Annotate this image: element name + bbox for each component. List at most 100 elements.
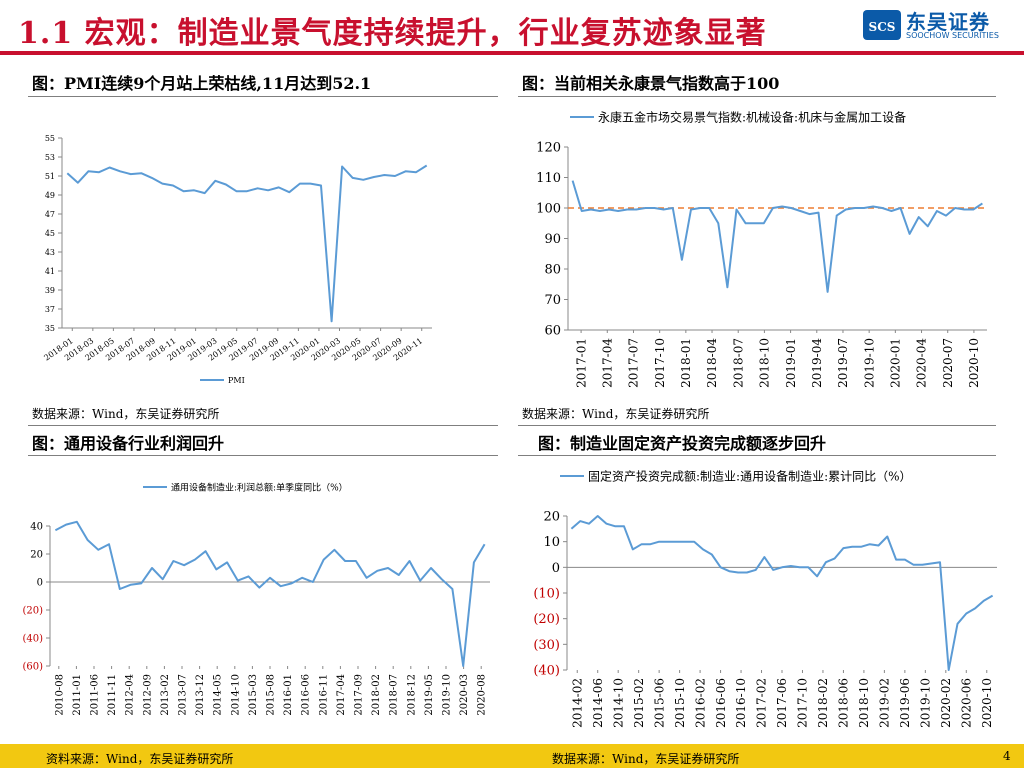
x-tick-label: 2019-10 [919,678,933,728]
x-tick-label: 2018-07 [731,338,745,388]
y-tick-label: 0 [552,561,560,576]
x-tick-label: 2017-10 [653,338,667,388]
x-tick-label: 2011-11 [107,674,118,716]
series-line [54,520,486,667]
x-tick-label: 2012-09 [142,674,153,716]
x-tick-label: 2020-10 [980,678,994,728]
x-tick-label: 2018-10 [857,678,871,728]
profit-line-chart: (60) (40) (20) 0 20 40 2010-08 2011-01 2011-06 20… [22,481,490,716]
x-tick-label: 2018-01 [679,338,693,388]
x-tick-label: 2019-01 [784,338,798,388]
x-tick-label: 2011-01 [72,674,83,716]
x-tick-label: 2018-06 [837,678,851,728]
x-tick-label: 2018-10 [758,338,772,388]
x-tick-label: 2019-04 [810,338,824,388]
panel1-title: 图：PMI连续9个月站上荣枯线,11月达到52.1 [32,74,372,93]
x-tick-label: 2018-02 [371,674,382,716]
x-tick-label: 2019-05 [424,674,435,716]
panel2-title-rule [518,96,996,97]
x-tick-label: 2017-09 [354,674,365,716]
x-tick-label: 2014-10 [611,678,625,728]
footer-left-source: 资料来源：Wind，东吴证券研究所 [46,752,234,766]
header-divider [0,51,1024,55]
x-tick-label: 2019-02 [878,678,892,728]
panel4-title-rule [518,455,996,456]
x-tick-label: 2010-08 [54,674,65,716]
y-tick-label: (20) [533,612,560,627]
x-tick-label: 2015-02 [632,678,646,728]
x-tick-label: 2019-10 [862,338,876,388]
legend-label: 固定资产投资完成额:制造业:通用设备制造业:累计同比（%） [588,469,912,484]
x-tick-label: 2017-07 [627,338,641,388]
panel2-source: 数据来源：Wind，东吴证券研究所 [522,407,710,421]
x-tick-label: 2018-12 [406,674,417,716]
x-tick-label: 2020-08 [477,674,488,716]
y-tick-label: (40) [22,634,43,645]
x-tick-label: 2018-07 [389,674,400,716]
x-tick-label: 2017-10 [796,678,810,728]
panel1-bottom-rule [28,425,498,426]
panel2-bottom-rule [518,425,996,426]
company-logo: SCS [863,10,901,40]
yongkang-index-line-chart: 60 70 80 90 100 110 120 2017-01 2017-04 2017-07 20… [536,110,987,388]
x-tick-label: 2013-07 [178,674,189,716]
x-tick-label: 2016-06 [714,678,728,728]
logo-mark-icon [863,10,901,40]
y-tick-label: (30) [533,638,560,653]
x-tick-label: 2014-10 [230,674,241,716]
series-line [571,180,983,293]
logo-mark-text: SCS [869,20,896,34]
y-tick-label: 100 [536,202,561,217]
y-tick-label: 55 [45,134,55,143]
y-tick-label: 41 [45,267,55,276]
x-tick-label: 2019-07 [836,338,850,388]
y-tick-label: 10 [543,535,560,550]
x-tick-label: 2019-10 [442,674,453,716]
x-tick-label: 2018-04 [705,338,719,388]
y-tick-label: (60) [22,662,43,673]
x-tick-label: 2013-12 [195,674,206,716]
y-tick-label: 39 [45,286,55,295]
series-line [66,164,428,323]
y-tick-label: 37 [45,305,55,314]
y-tick-label: 80 [544,263,561,278]
legend-label: 永康五金市场交易景气指数:机械设备:机床与金属加工设备 [598,110,906,125]
y-tick-label: 20 [543,510,560,525]
legend-label: 通用设备制造业:利润总额:单季度同比（%） [171,481,348,493]
x-tick-label: 2020-10 [967,338,981,388]
x-tick-label: 2017-02 [755,678,769,728]
legend-label: PMI [228,376,245,385]
x-tick-label: 2020-04 [915,338,929,388]
page-number: 4 [1003,749,1011,763]
footer-right-source: 数据来源：Wind，东吴证券研究所 [552,752,740,766]
x-tick-label: 2015-06 [652,678,666,728]
y-tick-label: 110 [536,171,561,186]
x-tick-label: 2017-04 [336,674,347,716]
panel2-title: 图：当前相关永康景气指数高于100 [522,74,780,93]
x-tick-label: 2013-02 [160,674,171,716]
x-tick-label: 2012-04 [125,674,136,716]
y-tick-label: 120 [536,141,561,156]
x-tick-label: 2014-05 [213,674,224,716]
panel4-title: 图：制造业固定资产投资完成额逐步回升 [538,434,827,453]
y-tick-label: (20) [22,606,43,617]
y-tick-label: 0 [37,578,43,589]
x-tick-label: 2015-08 [266,674,277,716]
y-tick-label: 49 [45,191,55,200]
x-tick-label: 2017-06 [775,678,789,728]
y-tick-label: 60 [544,324,561,339]
x-tick-label: 2016-10 [734,678,748,728]
y-tick-label: 70 [544,293,561,308]
panel3-title: 图：通用设备行业利润回升 [32,434,225,453]
x-tick-label: 2011-06 [90,674,101,716]
page-title: 1.1 宏观：制造业景气度持续提升，行业复苏迹象显著 [18,16,767,51]
y-tick-label: 45 [45,229,55,238]
fai-line-chart: (40) (30) (20) (10) 0 10 20 2014-02 2014-06 2014-… [533,469,997,728]
y-tick-label: (40) [533,664,560,679]
x-tick-label: 2017-01 [574,338,588,388]
y-tick-label: (10) [533,587,560,602]
y-tick-label: 40 [30,522,43,533]
y-tick-label: 20 [30,550,43,561]
logo-text-cn: 东吴证券 [906,10,990,34]
x-tick-label: 2019-06 [898,678,912,728]
